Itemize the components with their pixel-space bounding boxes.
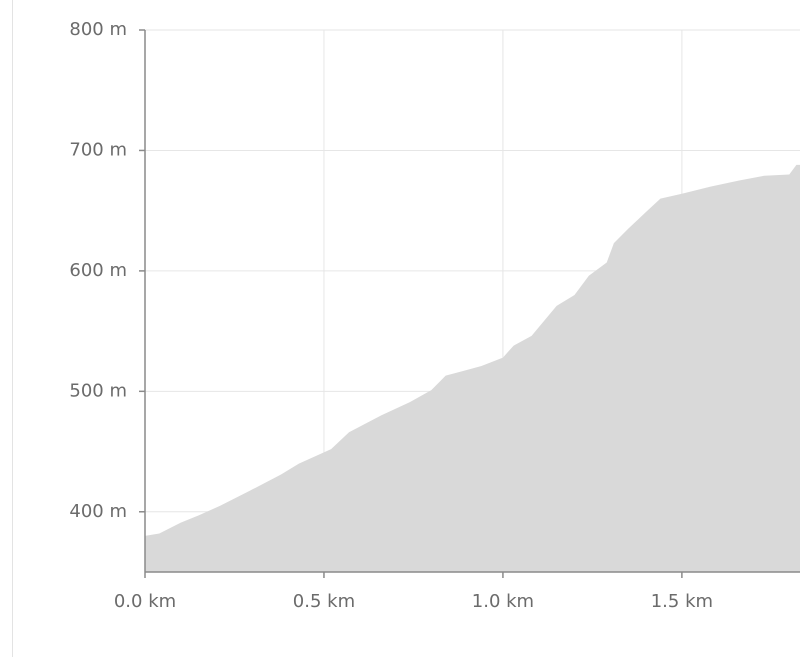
elevation-area (145, 164, 800, 573)
y-tick-label: 500 m (69, 380, 127, 401)
x-tick-label: 0.0 km (114, 591, 176, 612)
y-tick-label: 600 m (69, 260, 127, 281)
y-tick-label: 800 m (69, 19, 127, 40)
y-tick-label: 400 m (69, 501, 127, 522)
x-tick-label: 1.0 km (472, 591, 534, 612)
y-tick-label: 700 m (69, 139, 127, 160)
x-tick-label: 1.5 km (651, 591, 713, 612)
x-tick-label: 0.5 km (293, 591, 355, 612)
